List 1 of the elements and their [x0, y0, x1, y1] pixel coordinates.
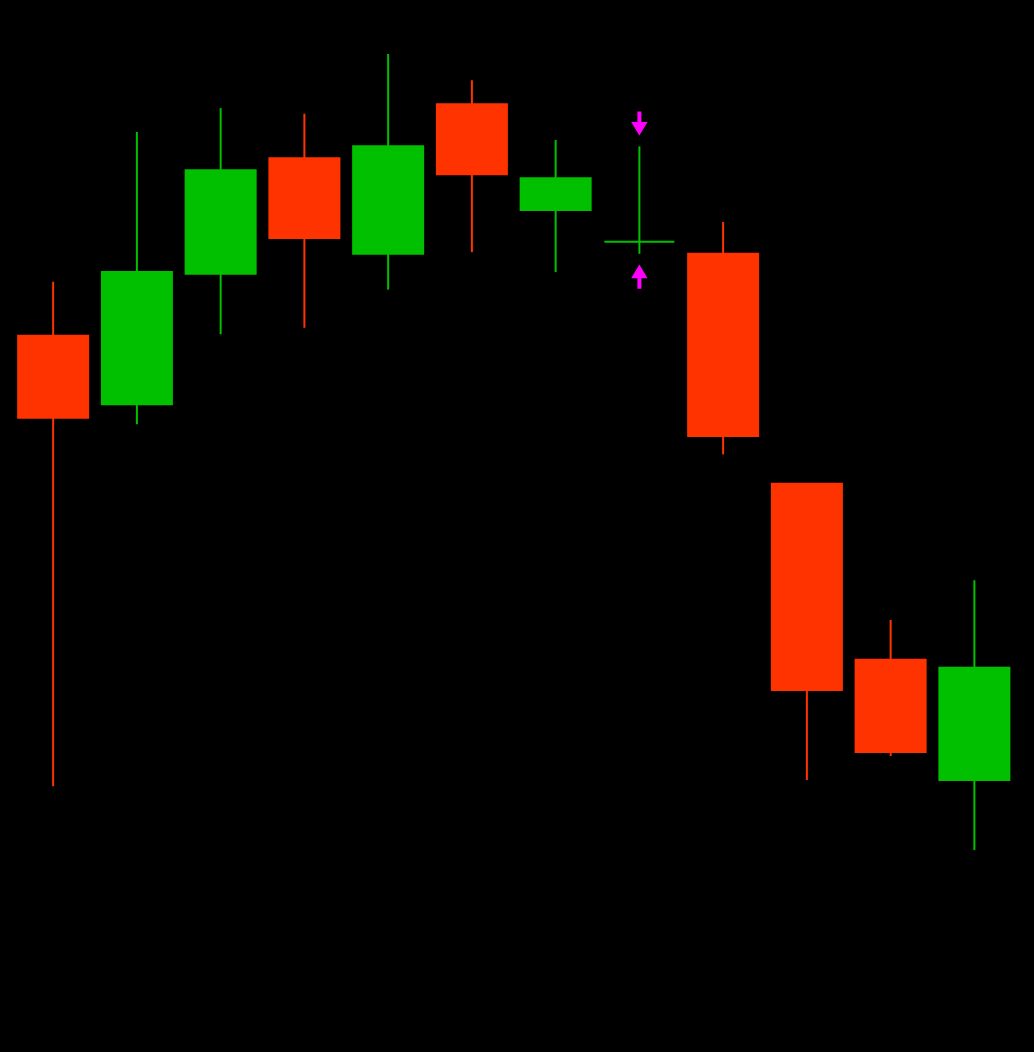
candlestick — [603, 145, 676, 255]
